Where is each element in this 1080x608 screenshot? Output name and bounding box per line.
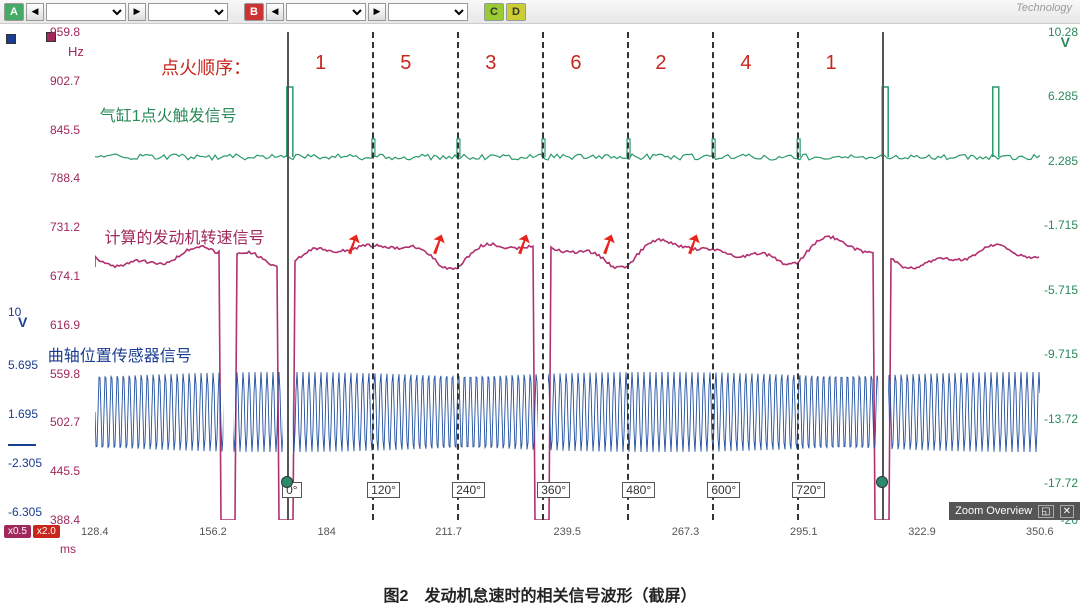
zoom-badges: x0.5 x2.0 (4, 525, 60, 538)
plot-region: 点火顺序： 1536241 气缸1点火触发信号 计算的发动机转速信号 曲轴位置传… (95, 32, 1040, 520)
zoom-close-icon[interactable]: ✕ (1060, 505, 1074, 518)
x-tick: 156.2 (199, 526, 227, 538)
signal-label-crank: 曲轴位置传感器信号 (48, 342, 192, 366)
waveform-svg (95, 32, 1040, 520)
next-button[interactable]: ▶ (128, 3, 146, 21)
y-hz-tick: 902.7 (50, 74, 80, 88)
x-tick: 322.9 (908, 526, 936, 538)
y-hz-tick: 502.7 (50, 415, 80, 429)
firing-order-label: 点火顺序： (161, 54, 251, 80)
x-tick: 184 (317, 526, 335, 538)
cycle-marker (372, 32, 374, 520)
y-right-tick: 2.285 (1048, 154, 1078, 168)
y-hz-tick: 559.8 (50, 367, 80, 381)
x-tick: 211.7 (435, 526, 462, 538)
degree-label: 240° (452, 482, 485, 498)
zero-ref-line (8, 444, 36, 446)
y-hz-tick: 845.5 (50, 123, 80, 137)
y-v-tick: 10 (8, 305, 21, 319)
signal-label-ignition: 气缸1点火触发信号 (100, 102, 237, 126)
cycle-dot (281, 476, 293, 488)
toolbar: A ◀ ▶ B ◀ ▶ C D Technology (0, 0, 1080, 24)
unit-hz: Hz (68, 44, 84, 59)
cycle-marker (797, 32, 799, 520)
marker-square (6, 34, 16, 44)
firing-number: 1 (825, 52, 836, 75)
firing-number: 4 (740, 52, 751, 75)
firing-number: 3 (485, 52, 496, 75)
y-right-tick: 10.28 (1048, 25, 1078, 39)
range-b-select[interactable] (286, 3, 366, 21)
y-right-tick: -5.715 (1044, 283, 1078, 297)
y-v-tick: -2.305 (8, 456, 42, 470)
x-tick: 350.6 (1026, 526, 1054, 538)
zoom-overview-label: Zoom Overview (955, 505, 1032, 517)
y-hz-tick: 616.9 (50, 318, 80, 332)
y-v-tick: 1.695 (8, 407, 38, 421)
cycle-marker (627, 32, 629, 520)
y-hz-tick: 445.5 (50, 464, 80, 478)
firing-number: 2 (655, 52, 666, 75)
chart-area: Hz V V 959.8902.7845.5788.4731.2674.1616… (0, 24, 1080, 560)
coupling-b-select[interactable] (388, 3, 468, 21)
degree-label: 360° (537, 482, 570, 498)
x-tick: 239.5 (554, 526, 582, 538)
zoom-restore-icon[interactable]: ◱ (1038, 505, 1053, 518)
channel-b-button[interactable]: B (244, 3, 264, 21)
degree-label: 600° (707, 482, 740, 498)
prev-b-button[interactable]: ◀ (266, 3, 284, 21)
y-right-tick: -17.72 (1044, 476, 1078, 490)
y-hz-tick: 959.8 (50, 25, 80, 39)
y-hz-tick: 674.1 (50, 269, 80, 283)
degree-label: 120° (367, 482, 400, 498)
figure-caption: 图2 发动机怠速时的相关信号波形（截屏） (0, 582, 1080, 606)
x-tick: 267.3 (672, 526, 700, 538)
y-right-tick: -1.715 (1044, 218, 1078, 232)
y-hz-tick: 788.4 (50, 171, 80, 185)
badge-x20[interactable]: x2.0 (33, 525, 60, 538)
x-tick: 128.4 (81, 526, 109, 538)
cycle-boundary (882, 32, 884, 520)
firing-number: 6 (570, 52, 581, 75)
cycle-marker (542, 32, 544, 520)
channel-d-button[interactable]: D (506, 3, 526, 21)
y-right-tick: -13.72 (1044, 412, 1078, 426)
x-tick: 295.1 (790, 526, 818, 538)
firing-number: 1 (315, 52, 326, 75)
channel-a-button[interactable]: A (4, 3, 24, 21)
firing-number: 5 (400, 52, 411, 75)
y-v-tick: 5.695 (8, 358, 38, 372)
y-hz-tick: 731.2 (50, 220, 80, 234)
badge-x05[interactable]: x0.5 (4, 525, 31, 538)
degree-label: 480° (622, 482, 655, 498)
y-right-tick: 6.285 (1048, 89, 1078, 103)
degree-label: 720° (792, 482, 825, 498)
unit-ms: ms (60, 542, 76, 556)
cycle-boundary (287, 32, 289, 520)
y-v-tick: -6.305 (8, 505, 42, 519)
cycle-marker (457, 32, 459, 520)
cycle-marker (712, 32, 714, 520)
channel-c-button[interactable]: C (484, 3, 504, 21)
range-a-select[interactable] (46, 3, 126, 21)
y-right-tick: -9.715 (1044, 347, 1078, 361)
zoom-overview-bar[interactable]: Zoom Overview ◱ ✕ (949, 502, 1080, 520)
coupling-a-select[interactable] (148, 3, 228, 21)
prev-button[interactable]: ◀ (26, 3, 44, 21)
next-b-button[interactable]: ▶ (368, 3, 386, 21)
signal-label-rpm: 计算的发动机转速信号 (104, 224, 264, 248)
brand-logo: Technology (1016, 2, 1072, 14)
